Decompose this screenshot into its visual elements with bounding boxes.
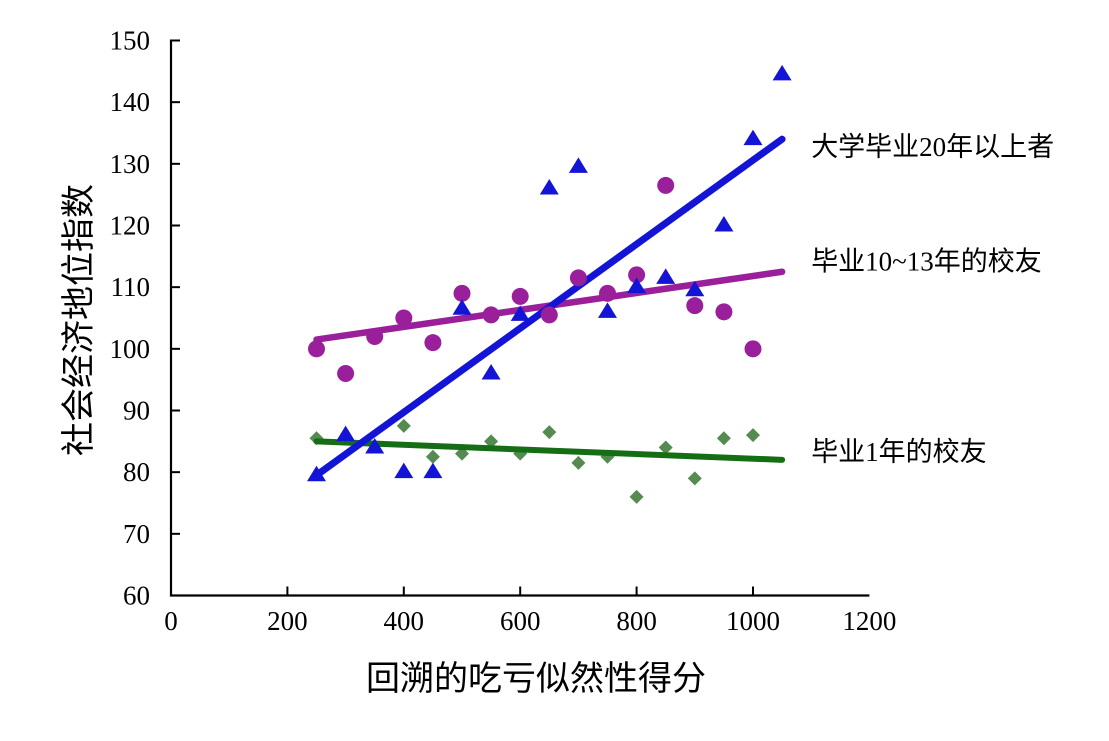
triangle-marker <box>743 129 763 146</box>
axes-group <box>169 39 870 597</box>
triangle-marker <box>336 425 356 442</box>
triangle-marker <box>452 299 472 315</box>
y-tick-label: 130 <box>110 149 151 179</box>
y-axis-title: 社会经济地位指数 <box>60 184 98 456</box>
diamond-marker <box>658 440 673 455</box>
diamond-marker <box>484 434 499 449</box>
series-label-grad-10to13-years: 毕业10~13年的校友 <box>811 246 1042 276</box>
triangle-marker <box>481 364 501 380</box>
triangle-marker <box>365 438 385 454</box>
diamond-marker <box>425 449 440 464</box>
triangle-marker <box>627 277 647 294</box>
x-tick-label: 400 <box>384 606 425 636</box>
markers-grad-10to13-years <box>308 176 762 382</box>
x-tick-label: 0 <box>164 606 178 636</box>
circle-marker <box>337 365 355 382</box>
y-tick-label: 90 <box>123 396 150 426</box>
triangle-marker <box>510 305 530 321</box>
diamond-marker <box>629 489 644 504</box>
y-tick-label: 150 <box>110 26 151 56</box>
markers-grad-20plus-years <box>307 64 792 482</box>
trendline-grad-1-year <box>313 438 786 463</box>
circle-marker <box>599 284 616 302</box>
x-axis-title: 回溯的吃亏似然性得分 <box>366 660 706 698</box>
y-tick-label: 140 <box>110 87 151 117</box>
y-tick-label: 110 <box>111 272 151 302</box>
circle-marker <box>424 334 442 352</box>
series-label-grad-1-year: 毕业1年的校友 <box>811 437 987 467</box>
x-tick-label: 1000 <box>726 606 780 636</box>
circle-marker <box>657 176 675 194</box>
x-tick-label: 200 <box>267 606 308 636</box>
triangle-marker <box>394 462 414 479</box>
circle-marker <box>569 269 587 287</box>
diamond-marker <box>396 418 411 433</box>
y-tick-label: 80 <box>123 457 150 487</box>
plot-area-group <box>307 64 792 504</box>
circle-marker <box>540 306 558 324</box>
circle-marker <box>744 340 762 358</box>
triangle-marker <box>307 465 326 482</box>
circle-marker <box>453 284 471 302</box>
y-tick-label: 60 <box>123 581 150 611</box>
diamond-marker <box>687 471 702 486</box>
circle-marker <box>366 328 384 345</box>
y-tick-label: 70 <box>123 519 150 549</box>
x-tick-label: 600 <box>500 606 541 636</box>
circle-marker <box>511 287 529 305</box>
circle-marker <box>686 297 704 315</box>
diamond-marker <box>716 431 731 446</box>
tick-labels-group: 60 70 80 90 100 110 120 130 140 150 0 200 400 600 800 1… <box>110 26 897 637</box>
triangle-marker <box>685 280 705 297</box>
triangle-marker <box>598 302 617 318</box>
triangle-marker <box>656 268 676 284</box>
triangle-marker <box>539 179 559 195</box>
triangle-marker <box>423 462 443 479</box>
triangle-marker <box>714 216 734 232</box>
triangle-marker <box>568 157 588 173</box>
circle-marker <box>395 309 413 327</box>
series-label-grad-20plus-years: 大学毕业20年以上者 <box>811 132 1054 162</box>
y-tick-label: 120 <box>110 211 151 241</box>
y-tick-label: 100 <box>110 334 151 364</box>
circle-marker <box>628 266 646 284</box>
circle-marker <box>482 306 500 324</box>
diamond-marker <box>746 428 760 443</box>
x-tick-label: 800 <box>616 606 657 636</box>
circle-marker <box>715 303 733 321</box>
triangle-marker <box>772 64 792 81</box>
circle-marker <box>308 340 325 358</box>
diamond-marker <box>542 425 557 440</box>
diamond-marker <box>571 455 586 470</box>
x-tick-label: 1200 <box>842 606 896 636</box>
